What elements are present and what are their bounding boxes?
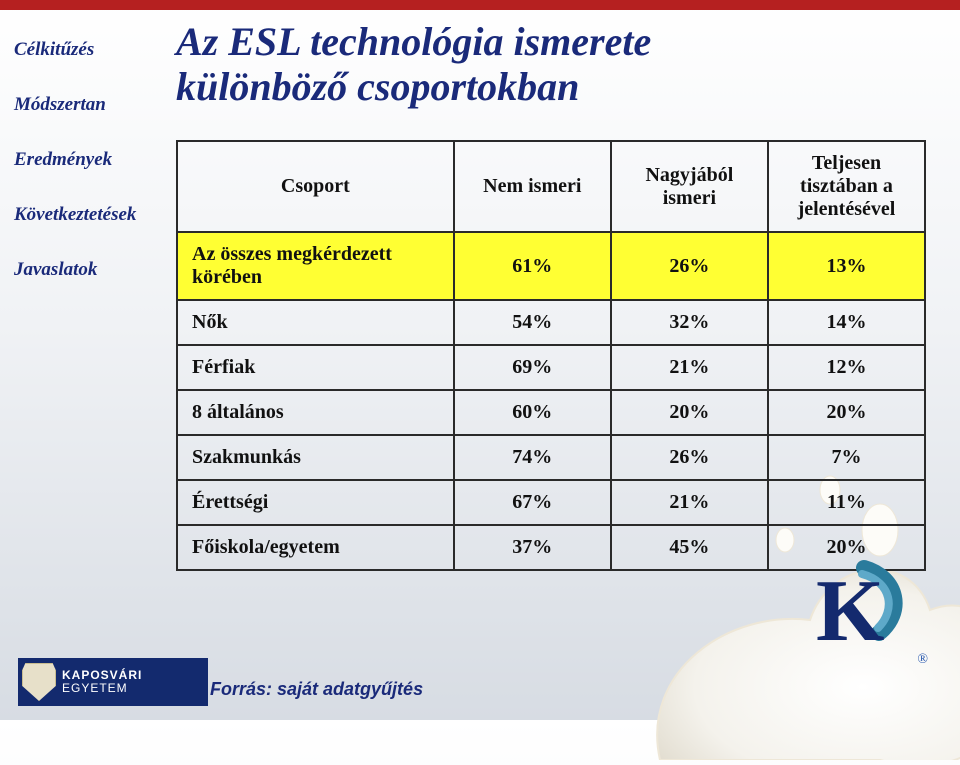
cell-value: 26%: [611, 232, 768, 300]
row-label: Nők: [177, 300, 454, 345]
table-row: Érettségi 67% 21% 11%: [177, 480, 925, 525]
row-label: Férfiak: [177, 345, 454, 390]
cell-value: 20%: [768, 390, 925, 435]
table-row: Férfiak 69% 21% 12%: [177, 345, 925, 390]
data-table: Csoport Nem ismeri Nagyjából ismeri Telj…: [176, 140, 926, 571]
sidebar-item-eredmenyek[interactable]: Eredmények: [14, 150, 164, 171]
university-logo: KAPOSVÁRI EGYETEM: [18, 658, 208, 706]
cell-value: 21%: [611, 345, 768, 390]
cell-value: 60%: [454, 390, 611, 435]
cell-value: 7%: [768, 435, 925, 480]
title-line-1: Az ESL technológia ismerete: [176, 19, 651, 64]
table-row: Nők 54% 32% 14%: [177, 300, 925, 345]
cell-value: 13%: [768, 232, 925, 300]
cell-value: 61%: [454, 232, 611, 300]
table-row: Az összes megkérdezett körében 61% 26% 1…: [177, 232, 925, 300]
col-header-nem-ismeri: Nem ismeri: [454, 141, 611, 232]
slide-title: Az ESL technológia ismerete különböző cs…: [176, 20, 651, 110]
table-row: 8 általános 60% 20% 20%: [177, 390, 925, 435]
cell-value: 54%: [454, 300, 611, 345]
col-header-teljesen: Teljesen tisztában a jelentésével: [768, 141, 925, 232]
row-label: Az összes megkérdezett körében: [177, 232, 454, 300]
row-label: Főiskola/egyetem: [177, 525, 454, 570]
title-line-2: különböző csoportokban: [176, 64, 579, 109]
cell-value: 69%: [454, 345, 611, 390]
cell-value: 12%: [768, 345, 925, 390]
sidebar-nav: Célkitűzés Módszertan Eredmények Követke…: [14, 40, 164, 314]
cell-value: 32%: [611, 300, 768, 345]
cell-value: 20%: [768, 525, 925, 570]
university-name-line2: EGYETEM: [62, 682, 142, 695]
sidebar-item-celkituzes[interactable]: Célkitűzés: [14, 40, 164, 61]
sidebar-item-modszertan[interactable]: Módszertan: [14, 95, 164, 116]
col-header-csoport: Csoport: [177, 141, 454, 232]
col-header-nagyjabol: Nagyjából ismeri: [611, 141, 768, 232]
row-label: 8 általános: [177, 390, 454, 435]
top-accent-bar: [0, 0, 960, 10]
cell-value: 26%: [611, 435, 768, 480]
table-header-row: Csoport Nem ismeri Nagyjából ismeri Telj…: [177, 141, 925, 232]
cell-value: 21%: [611, 480, 768, 525]
cell-value: 45%: [611, 525, 768, 570]
row-label: Érettségi: [177, 480, 454, 525]
source-text: Forrás: saját adatgyűjtés: [210, 679, 423, 700]
cell-value: 67%: [454, 480, 611, 525]
registered-mark-icon: ®: [917, 652, 928, 668]
table-row: Főiskola/egyetem 37% 45% 20%: [177, 525, 925, 570]
shield-icon: [22, 663, 56, 701]
svg-text:K: K: [816, 563, 884, 658]
cell-value: 14%: [768, 300, 925, 345]
table-row: Szakmunkás 74% 26% 7%: [177, 435, 925, 480]
cell-value: 11%: [768, 480, 925, 525]
row-label: Szakmunkás: [177, 435, 454, 480]
university-logo-text: KAPOSVÁRI EGYETEM: [62, 669, 142, 694]
cell-value: 37%: [454, 525, 611, 570]
sidebar-item-kovetkeztetesek[interactable]: Következtetések: [14, 205, 164, 226]
sidebar-item-javaslatok[interactable]: Javaslatok: [14, 260, 164, 281]
cell-value: 20%: [611, 390, 768, 435]
data-table-container: Csoport Nem ismeri Nagyjából ismeri Telj…: [176, 140, 926, 571]
cell-value: 74%: [454, 435, 611, 480]
